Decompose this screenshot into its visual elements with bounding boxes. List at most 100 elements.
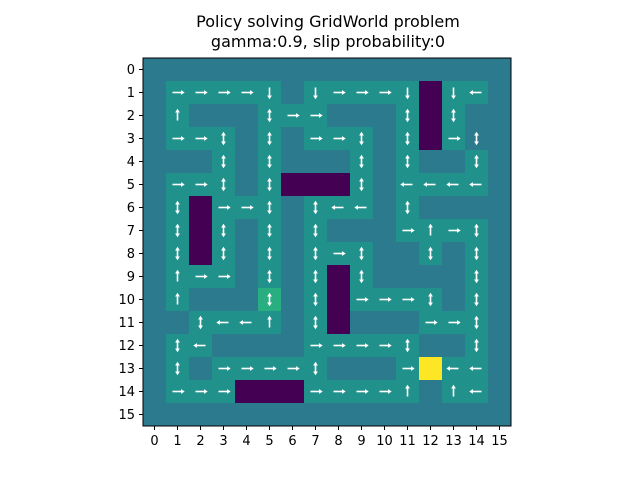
policy-arrow-right (402, 228, 415, 233)
cell-wall (304, 58, 328, 82)
cell-wall (488, 311, 512, 335)
policy-arrow-up-down (267, 177, 272, 192)
cell-wall (281, 311, 305, 335)
policy-arrow-up-down (428, 246, 433, 261)
policy-arrow-left (354, 205, 367, 210)
cell-wall (212, 288, 236, 312)
policy-arrow-up-down (221, 131, 226, 146)
x-tick-label: 6 (288, 434, 296, 449)
policy-arrow-right (356, 389, 369, 394)
cell-wall (327, 219, 351, 243)
policy-arrow-up-down (221, 223, 226, 238)
policy-arrow-up-down (313, 200, 318, 215)
policy-arrow-left (423, 182, 436, 187)
policy-arrow-up (267, 315, 272, 328)
cell-wall (488, 127, 512, 151)
x-tick-label: 5 (265, 434, 273, 449)
policy-arrow-down (267, 87, 272, 100)
cell-obstacle (258, 380, 282, 404)
policy-arrow-up-down (267, 223, 272, 238)
cell-wall (166, 403, 190, 427)
policy-arrow-right (356, 343, 369, 348)
policy-arrow-right (310, 113, 323, 118)
cell-wall (235, 403, 259, 427)
cell-wall (327, 150, 351, 174)
policy-arrow-right (264, 366, 277, 371)
policy-arrow-up-down (359, 246, 364, 261)
y-tick-label: 3 (127, 132, 135, 147)
cell-wall (189, 357, 213, 381)
x-tick-label: 12 (422, 434, 439, 449)
cell-wall (143, 288, 167, 312)
chart-title: Policy solving GridWorld problem gamma:0… (0, 12, 640, 52)
policy-arrow-down (405, 87, 410, 100)
cell-wall (281, 58, 305, 82)
policy-arrow-up-down (313, 292, 318, 307)
cell-wall (396, 311, 420, 335)
cell-wall (419, 334, 443, 358)
cell-wall (488, 265, 512, 289)
cell-obstacle (235, 380, 259, 404)
policy-arrow-right (333, 251, 346, 256)
cell-wall (419, 196, 443, 220)
cell-obstacle (304, 173, 328, 197)
cell-wall (373, 311, 397, 335)
cells-layer (143, 58, 512, 427)
x-tick-label: 8 (334, 434, 342, 449)
policy-arrow-up (175, 269, 180, 282)
policy-arrow-left (469, 389, 482, 394)
policy-arrow-up-down (313, 361, 318, 376)
cell-wall (488, 104, 512, 128)
policy-arrow-right (448, 136, 461, 141)
cell-wall (189, 150, 213, 174)
policy-arrow-up (175, 292, 180, 305)
cell-wall (442, 150, 466, 174)
cell-wall (488, 173, 512, 197)
policy-arrow-right (241, 205, 254, 210)
cell-wall (281, 127, 305, 151)
policy-arrow-up-down (267, 108, 272, 123)
policy-arrow-up-down (267, 200, 272, 215)
policy-arrow-right (310, 136, 323, 141)
cell-obstacle (189, 219, 213, 243)
policy-arrow-up-down (221, 246, 226, 261)
policy-arrow-up (451, 384, 456, 397)
cell-wall (143, 265, 167, 289)
policy-arrow-right (195, 389, 208, 394)
cell-wall (373, 150, 397, 174)
cell-wall (396, 403, 420, 427)
cell-wall (143, 196, 167, 220)
cell-wall (373, 104, 397, 128)
cell-obstacle (327, 288, 351, 312)
cell-wall (143, 380, 167, 404)
policy-arrow-right (333, 90, 346, 95)
cell-wall (281, 150, 305, 174)
x-tick-label: 13 (445, 434, 462, 449)
cell-wall (281, 242, 305, 266)
cell-wall (281, 196, 305, 220)
policy-arrow-right (218, 389, 231, 394)
cell-wall (189, 403, 213, 427)
cell-wall (166, 150, 190, 174)
policy-arrow-up-down (313, 269, 318, 284)
policy-arrow-up-down (175, 246, 180, 261)
policy-arrow-up-down (267, 269, 272, 284)
cell-wall (281, 334, 305, 358)
policy-arrow-right (402, 366, 415, 371)
cell-wall (281, 219, 305, 243)
cell-wall (442, 403, 466, 427)
cell-wall (327, 357, 351, 381)
cell-wall (488, 380, 512, 404)
cell-wall (442, 58, 466, 82)
policy-arrow-right (379, 389, 392, 394)
policy-arrow-right (356, 297, 369, 302)
policy-arrow-up-down (474, 246, 479, 261)
cell-wall (281, 81, 305, 105)
policy-arrow-up-down (474, 223, 479, 238)
policy-arrow-right (241, 366, 254, 371)
policy-arrow-up-down (267, 292, 272, 307)
cell-obstacle (327, 265, 351, 289)
policy-arrow-up-down (474, 315, 479, 330)
cell-wall (488, 196, 512, 220)
cell-wall (465, 196, 489, 220)
